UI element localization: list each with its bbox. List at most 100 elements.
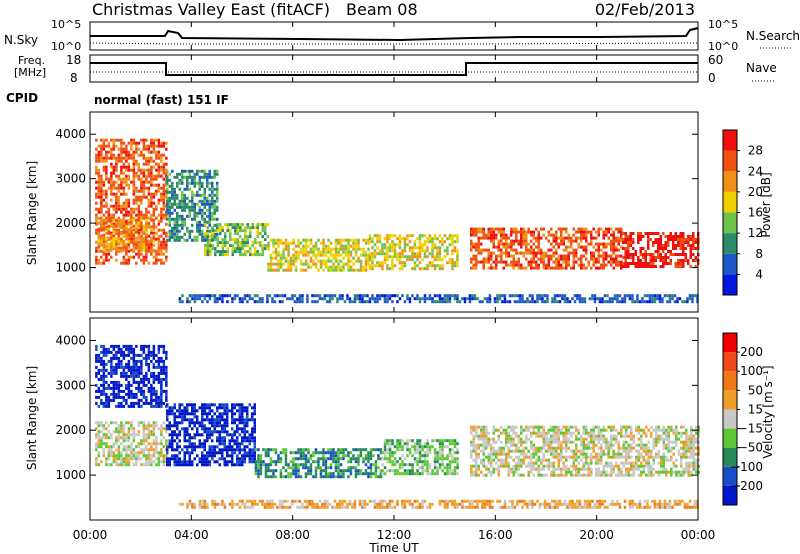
power-cell <box>160 240 163 244</box>
power-cell <box>505 236 508 240</box>
velocity-cell <box>137 374 141 378</box>
velocity-cell <box>178 445 181 449</box>
power-cell <box>403 237 407 241</box>
power-cell <box>651 300 654 304</box>
velocity-cell <box>120 442 123 446</box>
velocity-cell <box>357 469 360 473</box>
velocity-cell <box>431 469 434 473</box>
power-cell <box>234 223 237 227</box>
velocity-cell <box>297 466 300 470</box>
power-cell <box>219 232 222 236</box>
velocity-cell <box>438 448 442 452</box>
power-cell <box>157 162 161 166</box>
power-cell <box>105 177 108 181</box>
velocity-cell <box>453 439 457 443</box>
power-cell <box>166 211 169 215</box>
power-cell <box>477 227 480 231</box>
power-cell <box>616 300 619 304</box>
velocity-cell <box>236 430 239 434</box>
power-cell <box>140 230 143 234</box>
power-cell <box>309 259 313 263</box>
power-cell <box>364 250 368 254</box>
power-cell <box>373 234 377 238</box>
velocity-cell <box>377 475 380 479</box>
power-cell <box>152 177 156 181</box>
power-cell <box>206 229 209 233</box>
velocity-cell <box>251 433 254 437</box>
velocity-cell <box>100 383 103 387</box>
velocity-cell <box>145 436 148 440</box>
velocity-cell <box>344 448 348 452</box>
power-cell <box>681 300 684 304</box>
power-cell <box>600 263 603 267</box>
velocity-cell <box>137 371 141 375</box>
power-cell <box>543 294 547 298</box>
power-cell <box>193 214 196 218</box>
velocity-cell <box>292 469 295 473</box>
power-cell <box>115 242 118 246</box>
power-cell <box>188 175 191 179</box>
power-cell <box>562 248 565 252</box>
power-cell <box>157 153 161 157</box>
power-cell <box>326 294 329 298</box>
velocity-cell <box>127 404 131 408</box>
power-cell <box>381 249 384 253</box>
velocity-cell <box>165 398 168 402</box>
power-cell <box>664 259 667 262</box>
power-cell <box>505 263 508 267</box>
power-cell <box>176 229 179 233</box>
velocity-cell <box>122 445 126 449</box>
power-ytick-label: 2000 <box>55 216 86 230</box>
power-cell <box>652 262 655 265</box>
velocity-cell <box>284 469 288 473</box>
power-cell <box>540 257 543 261</box>
velocity-cell <box>188 439 191 443</box>
velocity-cell <box>342 454 345 458</box>
power-cell <box>168 178 171 182</box>
freq-label-1: Freq. <box>18 54 45 67</box>
velocity-cell <box>173 424 176 428</box>
power-cell <box>110 236 113 240</box>
power-cell <box>587 260 590 264</box>
power-cell <box>287 247 290 251</box>
velocity-cell <box>97 377 101 381</box>
velocity-cell <box>441 439 444 443</box>
power-cell <box>229 223 232 227</box>
velocity-cell <box>438 445 442 449</box>
power-cell <box>112 213 116 217</box>
power-cell <box>413 267 417 271</box>
power-cell <box>176 226 179 230</box>
velocity-cell <box>102 350 106 354</box>
power-cell <box>478 300 482 304</box>
velocity-cell <box>145 377 148 381</box>
power-cell <box>186 238 189 242</box>
velocity-cell <box>322 469 325 473</box>
velocity-cell <box>166 403 169 407</box>
power-cell <box>173 232 176 236</box>
power-cell <box>558 300 562 304</box>
power-cell <box>502 230 505 234</box>
velocity-cell <box>142 421 146 425</box>
power-cell <box>426 249 429 253</box>
power-cell <box>173 226 176 230</box>
power-cell <box>317 238 320 242</box>
power-cell <box>490 251 493 255</box>
power-cell <box>117 195 121 199</box>
velocity-cell <box>193 409 196 413</box>
power-cell <box>132 198 136 202</box>
velocity-cell <box>421 460 424 464</box>
power-cell <box>236 294 239 298</box>
velocity-cell <box>150 359 153 363</box>
velocity-cell <box>112 398 116 402</box>
velocity-cell <box>309 457 313 461</box>
power-cell <box>329 268 333 272</box>
power-cell <box>284 256 288 260</box>
power-cell <box>117 242 121 246</box>
velocity-cell <box>433 472 437 476</box>
power-cell <box>451 267 454 271</box>
power-cell <box>193 238 196 242</box>
velocity-cell <box>248 442 251 446</box>
power-cell <box>112 242 116 246</box>
power-cell <box>166 208 169 212</box>
power-cell <box>130 147 133 151</box>
